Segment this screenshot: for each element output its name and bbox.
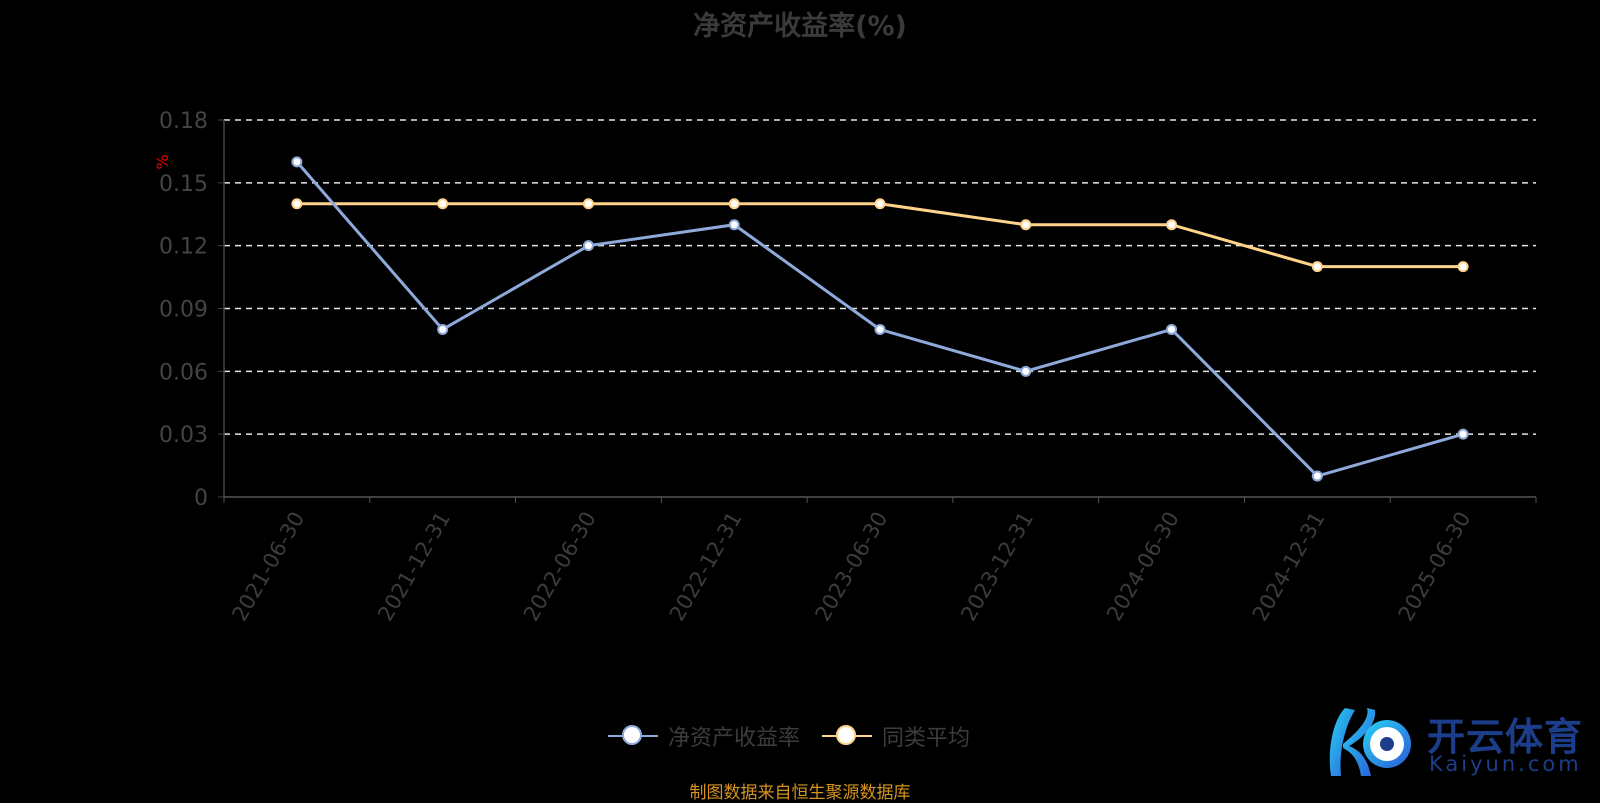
data-point <box>437 323 449 335</box>
x-tick-label: 2022-06-30 <box>519 508 601 626</box>
y-tick-label: 0.09 <box>159 298 208 323</box>
data-point <box>1020 219 1032 231</box>
data-point <box>437 198 449 210</box>
k-ball-logo-icon <box>1329 708 1411 776</box>
y-tick-label: 0.15 <box>159 172 208 197</box>
y-tick-label: 0.12 <box>159 235 208 260</box>
data-point <box>1311 470 1323 482</box>
y-tick-label: 0.03 <box>159 423 208 448</box>
data-point <box>291 156 303 168</box>
watermark-url: Kaiyun.com <box>1429 752 1582 776</box>
data-point <box>728 219 740 231</box>
legend-item-roe[interactable]: 净资产收益率 <box>608 720 800 752</box>
x-tick-label: 2021-12-31 <box>373 507 455 625</box>
data-point <box>874 323 886 335</box>
y-tick-label: 0.18 <box>159 109 208 134</box>
legend-marker-roe <box>608 724 658 748</box>
data-point <box>1020 365 1032 377</box>
y-tick-label: 0 <box>194 486 208 511</box>
x-tick-label: 2021-06-30 <box>227 508 309 626</box>
chart-title: 净资产收益率(%) <box>693 11 907 42</box>
watermark-logo: 开云体育 Kaiyun.com <box>1315 700 1595 782</box>
x-tick-label: 2024-12-31 <box>1248 508 1330 626</box>
x-tick-label: 2023-06-30 <box>811 508 893 626</box>
data-point <box>874 198 886 210</box>
x-tick-label: 2024-06-30 <box>1102 508 1184 626</box>
data-point <box>1457 428 1469 440</box>
y-axis-unit: % <box>153 154 172 169</box>
x-tick-label: 2023-12-31 <box>956 508 1038 626</box>
x-tick-label: 2022-12-31 <box>665 508 747 626</box>
data-point <box>1166 323 1178 335</box>
legend-item-peer-average[interactable]: 同类平均 <box>822 720 970 752</box>
data-point <box>582 240 594 252</box>
data-point <box>1311 261 1323 273</box>
data-point <box>291 198 303 210</box>
x-tick-label: 2025-06-30 <box>1394 508 1476 626</box>
y-tick-label: 0.06 <box>159 360 208 385</box>
data-point <box>728 198 740 210</box>
source-note: 制图数据来自恒生聚源数据库 <box>689 783 911 803</box>
legend: 净资产收益率 同类平均 <box>608 720 970 752</box>
legend-marker-peer-average <box>822 724 873 748</box>
legend-label-peer-average: 同类平均 <box>882 726 971 751</box>
watermark-brand: 开云体育 <box>1427 715 1584 759</box>
data-point <box>582 198 594 210</box>
legend-label-roe: 净资产收益率 <box>668 726 801 751</box>
series-line <box>296 202 1464 269</box>
data-point <box>1457 261 1469 273</box>
data-point <box>1166 219 1178 231</box>
